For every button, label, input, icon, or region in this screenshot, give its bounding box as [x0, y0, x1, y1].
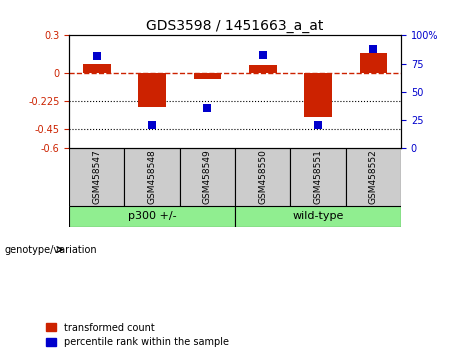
- Text: GSM458548: GSM458548: [148, 149, 157, 204]
- Bar: [138, 73, 166, 107]
- Text: genotype/variation: genotype/variation: [5, 245, 97, 255]
- Text: GSM458550: GSM458550: [258, 149, 267, 204]
- Text: GSM458547: GSM458547: [92, 149, 101, 204]
- Text: GSM458551: GSM458551: [313, 149, 323, 204]
- Text: GSM458549: GSM458549: [203, 149, 212, 204]
- FancyBboxPatch shape: [124, 148, 180, 206]
- Point: [370, 46, 377, 52]
- Bar: [360, 53, 387, 73]
- FancyBboxPatch shape: [235, 206, 401, 227]
- Point: [259, 52, 266, 57]
- Text: GSM458552: GSM458552: [369, 149, 378, 204]
- Point: [204, 105, 211, 111]
- FancyBboxPatch shape: [69, 148, 124, 206]
- FancyBboxPatch shape: [180, 148, 235, 206]
- Point: [148, 122, 156, 128]
- FancyBboxPatch shape: [69, 206, 235, 227]
- FancyBboxPatch shape: [235, 148, 290, 206]
- Text: p300 +/-: p300 +/-: [128, 211, 177, 221]
- Point: [314, 122, 322, 128]
- FancyBboxPatch shape: [290, 148, 346, 206]
- Bar: [304, 73, 332, 116]
- Bar: [83, 64, 111, 73]
- Bar: [194, 73, 221, 79]
- Legend: transformed count, percentile rank within the sample: transformed count, percentile rank withi…: [47, 322, 229, 347]
- Title: GDS3598 / 1451663_a_at: GDS3598 / 1451663_a_at: [147, 19, 324, 33]
- Bar: [249, 65, 277, 73]
- FancyBboxPatch shape: [346, 148, 401, 206]
- Point: [93, 53, 100, 58]
- Text: wild-type: wild-type: [292, 211, 344, 221]
